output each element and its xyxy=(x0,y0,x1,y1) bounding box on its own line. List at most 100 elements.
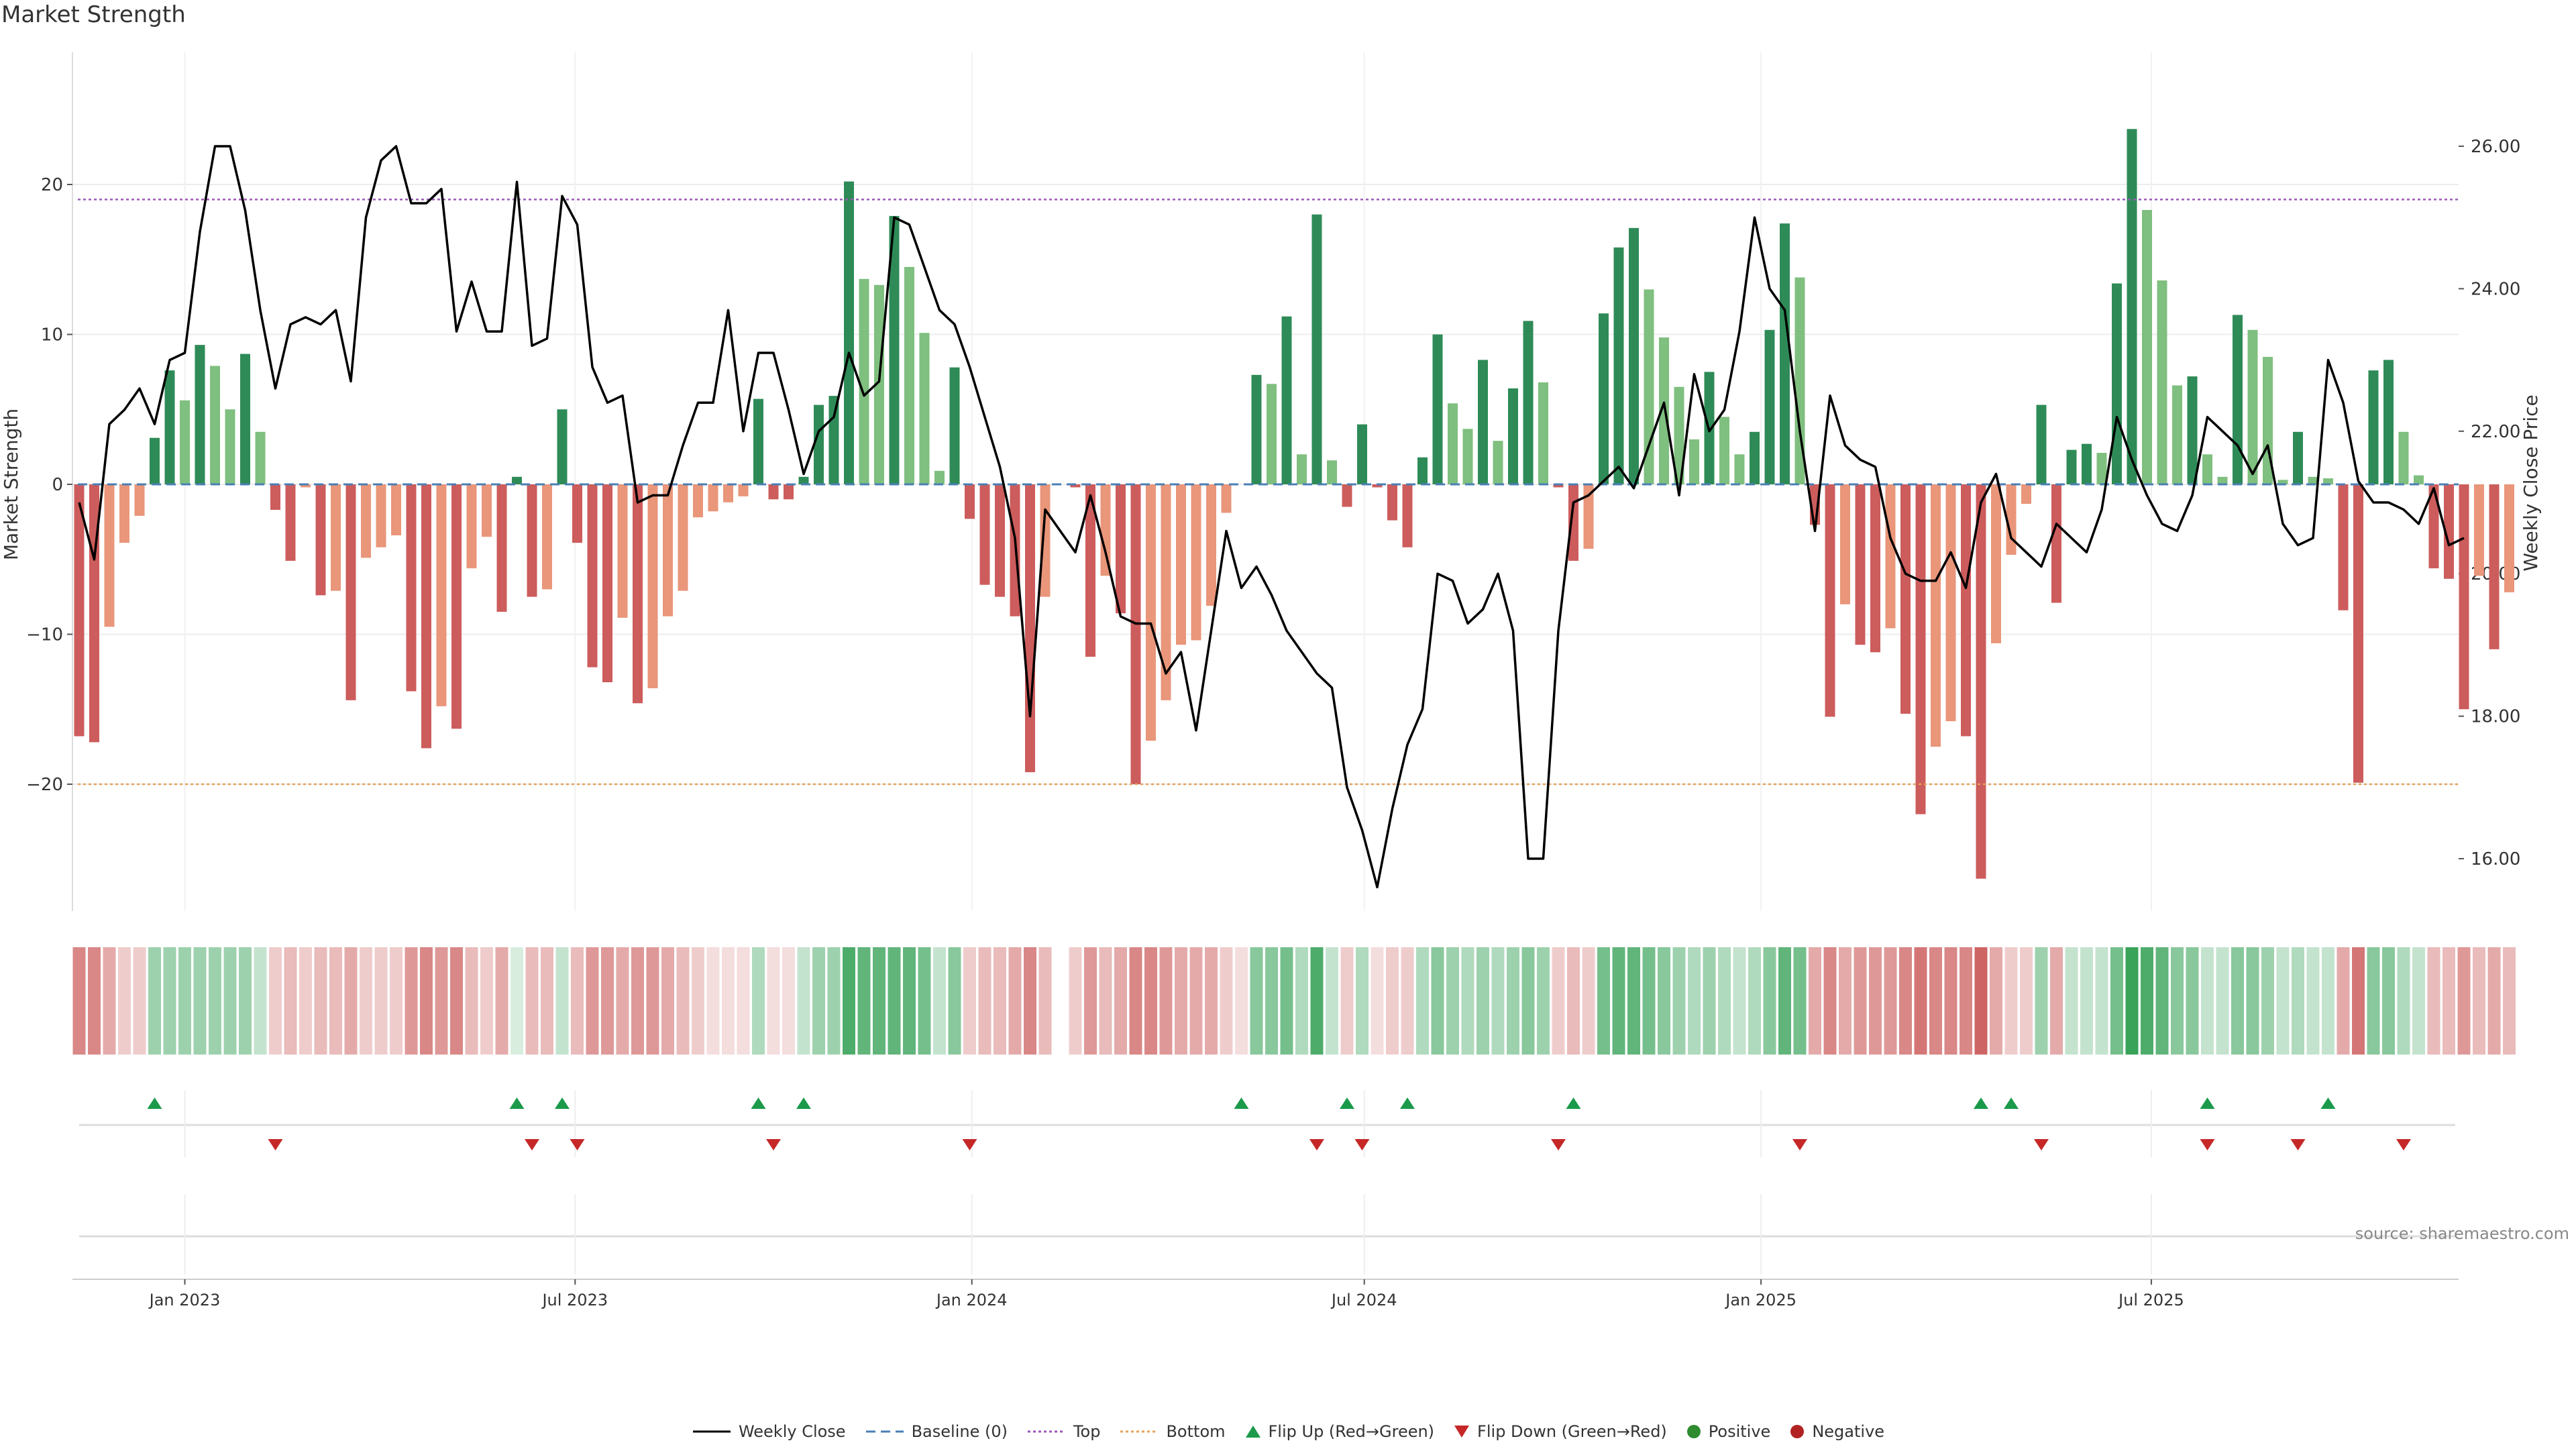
heatmap-cell xyxy=(1416,947,1429,1055)
heatmap-cell xyxy=(148,947,161,1055)
heatmap-cell xyxy=(692,947,704,1055)
legend-label: Negative xyxy=(1812,1422,1885,1441)
flip-up-marker xyxy=(1974,1097,1988,1109)
flip-down-marker xyxy=(570,1139,585,1150)
strength-bar xyxy=(1176,484,1186,645)
strength-bar xyxy=(2051,484,2061,603)
strength-bar xyxy=(1840,484,1850,604)
flip-up-marker xyxy=(1566,1097,1581,1109)
strength-bar xyxy=(315,484,326,596)
y-tick-label: 10 xyxy=(41,325,63,345)
heatmap-cell xyxy=(2246,947,2259,1055)
strength-bar xyxy=(1311,214,1322,484)
y2-axis-label: Weekly Close Price xyxy=(2520,394,2542,571)
flip-up-marker xyxy=(1400,1097,1415,1109)
strength-bar xyxy=(814,405,824,484)
heatmap-cell xyxy=(1099,947,1112,1055)
flip-up-marker xyxy=(2320,1097,2336,1109)
legend: Weekly Close Baseline (0) Top Bottom Fli… xyxy=(0,1422,2576,1441)
heatmap-cell xyxy=(360,947,372,1055)
heatmap-cell xyxy=(2367,947,2380,1055)
flip-up-marker xyxy=(796,1097,811,1109)
heatmap-cell xyxy=(88,947,101,1055)
strength-bar xyxy=(1327,460,1337,484)
heatmap-cell xyxy=(1944,947,1957,1055)
strength-bar xyxy=(1825,484,1835,717)
strength-bar xyxy=(1130,484,1141,784)
strength-bar xyxy=(240,354,250,484)
line-swatch-icon xyxy=(692,1430,731,1433)
strength-bar xyxy=(602,484,612,683)
heatmap-cell xyxy=(2231,947,2244,1055)
heatmap-cell xyxy=(978,947,991,1055)
strength-bar xyxy=(1734,454,1745,484)
heatmap-cell xyxy=(1597,947,1610,1055)
strength-bar xyxy=(1885,484,1896,629)
heatmap-cell xyxy=(2065,947,2078,1055)
legend-item-positive: Positive xyxy=(1686,1422,1770,1441)
y-axis-label: Market Strength xyxy=(0,409,22,560)
heatmap-cell xyxy=(963,947,976,1055)
strength-bar xyxy=(1357,424,1367,484)
strength-bar xyxy=(255,431,266,484)
legend-item-weekly-close: Weekly Close xyxy=(692,1422,846,1441)
strength-bar xyxy=(164,370,175,484)
strength-bar xyxy=(2127,129,2137,484)
heatmap-cell xyxy=(571,947,584,1055)
heatmap-cell xyxy=(374,947,388,1055)
chart-title: Market Strength xyxy=(1,1,186,28)
strength-bar xyxy=(995,484,1005,597)
strength-bar xyxy=(180,400,190,484)
heatmap-cell xyxy=(1461,947,1474,1055)
heatmap-cell xyxy=(631,947,644,1055)
heatmap-cell xyxy=(163,947,176,1055)
strength-bar xyxy=(1417,457,1428,484)
strength-bar xyxy=(723,484,733,502)
heatmap-cell xyxy=(1340,947,1354,1055)
heatmap-cell xyxy=(2095,947,2108,1055)
heatmap-cell xyxy=(390,947,402,1055)
strength-bar xyxy=(1448,403,1458,484)
strength-bar xyxy=(557,409,568,484)
heatmap-cell xyxy=(1658,947,1670,1055)
strength-bar xyxy=(376,484,386,547)
strength-bar xyxy=(512,476,522,484)
heatmap-cell xyxy=(676,947,690,1055)
strength-bar xyxy=(2157,280,2167,484)
x-tick-label: Jan 2023 xyxy=(148,1291,221,1309)
strength-bar xyxy=(1221,484,1232,513)
strength-bar xyxy=(1553,484,1564,488)
heatmap-cell xyxy=(948,947,961,1055)
heatmap-cell xyxy=(1960,947,1972,1055)
flip-down-marker xyxy=(1792,1139,1807,1150)
heatmap-cell xyxy=(1038,947,1052,1055)
heatmap-cell xyxy=(1672,947,1686,1055)
strength-bar xyxy=(104,484,115,627)
heatmap-cell xyxy=(344,947,358,1055)
flip-down-marker xyxy=(1309,1139,1324,1150)
weekly-close-line xyxy=(78,145,2465,889)
heatmap-cell xyxy=(2382,947,2395,1055)
strength-bar xyxy=(2142,209,2152,484)
heatmap-cell xyxy=(2080,947,2093,1055)
heatmap-cell xyxy=(1069,947,1082,1055)
heatmap-cell xyxy=(2035,947,2048,1055)
strength-bar xyxy=(1267,384,1277,484)
strength-bar xyxy=(2398,431,2409,484)
heatmap-cell xyxy=(1310,947,1324,1055)
legend-item-top: Top xyxy=(1026,1422,1100,1441)
strength-bar xyxy=(1659,337,1669,484)
heatmap-cell xyxy=(1521,947,1535,1055)
heatmap-cell xyxy=(450,947,463,1055)
heatmap-cell xyxy=(284,947,297,1055)
flip-up-marker xyxy=(147,1097,162,1109)
legend-label: Flip Down (Green→Red) xyxy=(1477,1422,1667,1441)
strength-bar xyxy=(1689,439,1699,484)
strength-bar xyxy=(1342,484,1352,507)
y2-tick-label: 24.00 xyxy=(2471,279,2520,299)
heatmap-cell xyxy=(2155,947,2169,1055)
strength-bar xyxy=(874,284,884,484)
heatmap-cell xyxy=(2171,947,2184,1055)
strength-bar xyxy=(2172,385,2182,484)
heatmap-cell xyxy=(2125,947,2139,1055)
